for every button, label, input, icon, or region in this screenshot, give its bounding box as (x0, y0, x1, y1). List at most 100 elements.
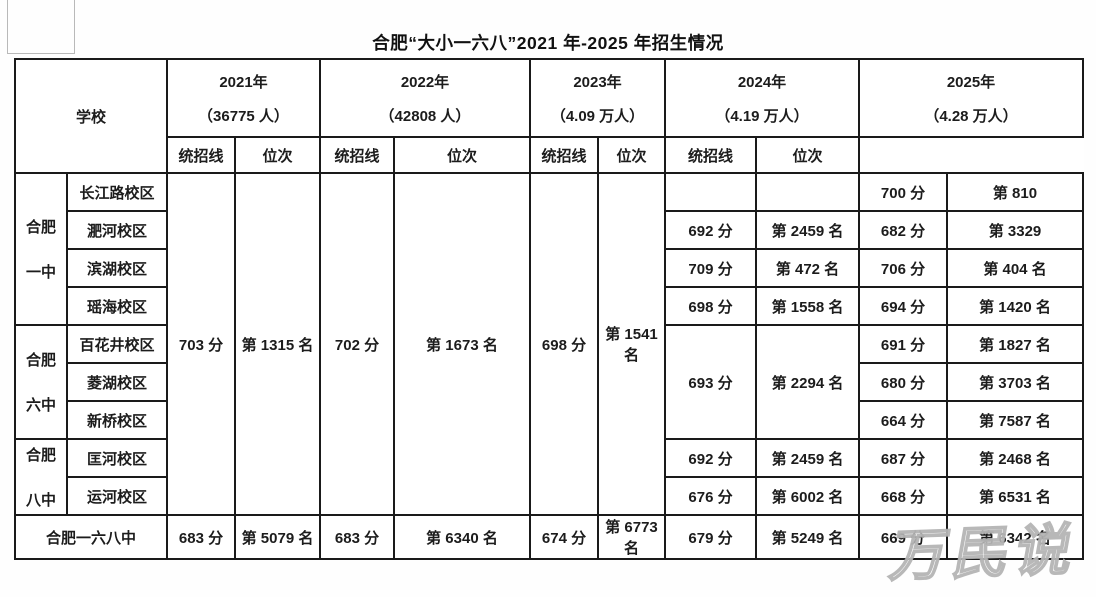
rank-cell-2024: 第 6002 名 (755, 476, 860, 516)
score-cell-2025: 669 分 (858, 514, 948, 560)
table-row: 新桥校区 664 分 第 7587 名 (15, 400, 1084, 440)
rank-cell-2025: 第 2468 名 (946, 438, 1084, 478)
score-cell-2025: 700 分 (858, 172, 948, 212)
rank-cell-2024: 第 2459 名 (755, 210, 860, 250)
year-label: 2022年 (400, 73, 450, 91)
score-cell-2025: 668 分 (858, 476, 948, 516)
rank-cell-2024 (755, 172, 860, 212)
year-label: 2023年 (573, 73, 622, 91)
table-row: 瑶海校区 698 分 第 1558 名 694 分 第 1420 名 (15, 286, 1084, 326)
score-cell-2025: 706 分 (858, 248, 948, 288)
score-cell-2024 (664, 172, 757, 212)
rank-cell-2025: 第 6342 名 (946, 514, 1084, 560)
table-row: 淝河校区 692 分 第 2459 名 682 分 第 3329 (15, 210, 1084, 250)
school-cell-hefei-no8: 合肥 八中 (14, 438, 68, 516)
year-count: （4.28 万人） (924, 107, 1018, 125)
table-row: 合肥 八中 匡河校区 692 分 第 2459 名 687 分 第 2468 名 (14, 438, 1084, 516)
rank-cell-2024: 第 2459 名 (755, 438, 860, 478)
rank-cell-2025: 第 404 名 (946, 248, 1084, 288)
score-cell-2024: 698 分 (664, 286, 757, 326)
year-label: 2021年 (219, 73, 268, 91)
rank-cell-2023-merged: 第 1541 名 (597, 172, 666, 516)
score-cell-2022-merged: 702 分 (319, 172, 395, 516)
score-cell-2021-merged: 703 分 (166, 172, 236, 516)
rank-cell-2025: 第 1420 名 (946, 286, 1084, 326)
school-name-line: 合肥 (25, 447, 56, 464)
score-cell-2021: 683 分 (166, 514, 236, 560)
year-header-2024: 2024年 （4.19 万人） (664, 58, 860, 138)
campus-cell: 滨湖校区 (66, 248, 168, 288)
score-cell-2023: 674 分 (529, 514, 599, 560)
score-cell-2025: 664 分 (858, 400, 948, 440)
rank-cell-2025: 第 810 (946, 172, 1084, 212)
subheader-rank: 位次 (597, 136, 666, 174)
rank-cell-2021-merged: 第 1315 名 (234, 172, 321, 516)
year-header-2021: 2021年 （36775 人） (166, 58, 321, 138)
rank-cell-2025: 第 3329 (946, 210, 1084, 250)
subheader-line: 统招线 (664, 136, 757, 174)
rank-cell-2025: 第 6531 名 (946, 476, 1084, 516)
year-count: （4.09 万人） (550, 107, 645, 125)
year-label: 2024年 (737, 73, 787, 91)
rank-cell-2022: 第 6340 名 (393, 514, 531, 560)
subheader-rank: 位次 (393, 136, 531, 174)
table-row: 菱湖校区 680 分 第 3703 名 (15, 362, 1084, 402)
school-name-line: 合肥 (25, 352, 56, 369)
school-name-line: 合肥 (25, 219, 56, 236)
score-cell-2024: 692 分 (664, 210, 757, 250)
rank-cell-2024: 第 472 名 (755, 248, 860, 288)
subheader-rank: 位次 (755, 136, 860, 174)
page-title: 合肥“大小一六八”2021 年-2025 年招生情况 (372, 33, 724, 53)
table-row-hefei-168: 合肥一六八中 683 分 第 5079 名 683 分 第 6340 名 674… (14, 514, 1084, 560)
score-cell-2025: 680 分 (858, 362, 948, 402)
admissions-table: 学校 2021年 （36775 人） 2022年 （42808 人） 2023年… (14, 58, 1084, 560)
campus-cell: 长江路校区 (66, 172, 168, 212)
school-cell-hefei-no6: 合肥 六中 (14, 324, 68, 440)
rank-cell-2025: 第 1827 名 (946, 324, 1084, 364)
school-header: 学校 (14, 58, 168, 174)
school-cell-hefei-no1: 合肥 一中 (14, 172, 68, 326)
score-cell-2025: 694 分 (858, 286, 948, 326)
score-cell-2025: 691 分 (858, 324, 948, 364)
school-name-line: 八中 (25, 492, 56, 509)
campus-cell: 匡河校区 (66, 438, 168, 478)
subheader-rank: 位次 (234, 136, 321, 174)
campus-cell: 百花井校区 (66, 324, 168, 364)
score-cell-2024: 692 分 (664, 438, 757, 478)
rank-cell-2021: 第 5079 名 (234, 514, 321, 560)
campus-cell: 淝河校区 (66, 210, 168, 250)
campus-cell: 运河校区 (66, 476, 168, 516)
header-row-sub: 统招线 位次 统招线 位次 统招线 位次 统招线 位次 (15, 136, 1083, 174)
rank-cell-2024-merged: 第 2294 名 (755, 324, 860, 440)
subheader-line: 统招线 (166, 136, 236, 174)
rank-cell-2025: 第 7587 名 (946, 400, 1084, 440)
rank-cell-2024: 第 5249 名 (755, 514, 860, 560)
subheader-line: 统招线 (319, 136, 395, 174)
table-row: 运河校区 676 分 第 6002 名 668 分 第 6531 名 (15, 476, 1084, 516)
score-cell-2025: 682 分 (858, 210, 948, 250)
page-edge-artifact (7, 0, 75, 54)
header-row-years: 学校 2021年 （36775 人） 2022年 （42808 人） 2023年… (14, 58, 1084, 174)
score-cell-2025: 687 分 (858, 438, 948, 478)
rank-cell-2024: 第 1558 名 (755, 286, 860, 326)
score-cell-2022: 683 分 (319, 514, 395, 560)
subheader-line: 统招线 (529, 136, 599, 174)
rank-cell-2022-merged: 第 1673 名 (393, 172, 531, 516)
year-label: 2025年 (946, 73, 996, 91)
score-cell-2024: 709 分 (664, 248, 757, 288)
campus-cell: 瑶海校区 (66, 286, 168, 326)
year-count: （36775 人） (198, 107, 289, 125)
school-cell-hefei-168: 合肥一六八中 (14, 514, 168, 560)
table-row: 滨湖校区 709 分 第 472 名 706 分 第 404 名 (15, 248, 1084, 288)
table-row: 合肥 六中 百花井校区 693 分 第 2294 名 691 分 第 1827 … (14, 324, 1084, 440)
year-header-2025: 2025年 （4.28 万人） (858, 58, 1084, 138)
campus-cell: 新桥校区 (66, 400, 168, 440)
campus-cell: 菱湖校区 (66, 362, 168, 402)
school-name-line: 六中 (25, 397, 56, 414)
rank-cell-2023: 第 6773 名 (597, 514, 666, 560)
rank-cell-2025: 第 3703 名 (946, 362, 1084, 402)
year-count: （4.19 万人） (715, 107, 809, 125)
year-header-2023: 2023年 （4.09 万人） (529, 58, 666, 138)
score-cell-2024: 676 分 (664, 476, 757, 516)
year-count: （42808 人） (379, 107, 471, 125)
